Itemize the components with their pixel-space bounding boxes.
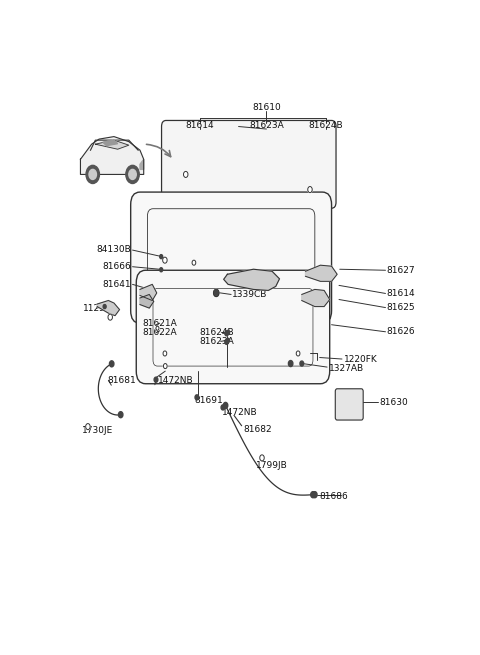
Text: 81614: 81614 bbox=[386, 289, 415, 298]
FancyBboxPatch shape bbox=[335, 389, 363, 420]
Circle shape bbox=[154, 377, 158, 383]
Text: 81625: 81625 bbox=[386, 303, 415, 312]
Circle shape bbox=[300, 361, 304, 366]
Text: 81682: 81682 bbox=[243, 424, 272, 434]
Text: 81621A: 81621A bbox=[143, 319, 177, 328]
Text: 81686: 81686 bbox=[320, 492, 348, 500]
Text: 81626: 81626 bbox=[386, 328, 415, 336]
Circle shape bbox=[86, 165, 99, 183]
Circle shape bbox=[163, 257, 167, 263]
Text: 1220FK: 1220FK bbox=[344, 354, 377, 364]
Text: 1799JB: 1799JB bbox=[256, 461, 288, 470]
Circle shape bbox=[129, 170, 136, 179]
Polygon shape bbox=[140, 295, 154, 308]
Text: 84130B: 84130B bbox=[96, 244, 132, 253]
Circle shape bbox=[85, 424, 90, 430]
Circle shape bbox=[103, 305, 106, 309]
Text: 81624B: 81624B bbox=[200, 328, 234, 337]
Circle shape bbox=[126, 165, 139, 183]
FancyBboxPatch shape bbox=[136, 271, 330, 384]
Text: 81681: 81681 bbox=[108, 376, 136, 384]
Circle shape bbox=[312, 492, 317, 498]
Circle shape bbox=[311, 492, 315, 498]
Polygon shape bbox=[224, 269, 279, 290]
Polygon shape bbox=[103, 140, 118, 145]
Text: 81622A: 81622A bbox=[143, 328, 177, 337]
Circle shape bbox=[223, 402, 228, 409]
Circle shape bbox=[163, 351, 167, 356]
Text: 1730JE: 1730JE bbox=[82, 426, 113, 435]
Circle shape bbox=[214, 290, 219, 297]
Circle shape bbox=[227, 339, 229, 343]
Circle shape bbox=[160, 255, 163, 259]
Text: 81624B: 81624B bbox=[309, 121, 343, 130]
Polygon shape bbox=[140, 159, 144, 170]
Circle shape bbox=[156, 326, 159, 330]
Circle shape bbox=[195, 395, 199, 400]
Polygon shape bbox=[81, 137, 144, 174]
Circle shape bbox=[225, 339, 228, 345]
Text: 1472NB: 1472NB bbox=[157, 376, 193, 384]
Circle shape bbox=[108, 314, 112, 320]
Polygon shape bbox=[302, 290, 330, 307]
Circle shape bbox=[119, 411, 123, 418]
Circle shape bbox=[109, 361, 114, 367]
Text: 81641: 81641 bbox=[103, 280, 132, 289]
Circle shape bbox=[215, 290, 218, 295]
Text: 1327AB: 1327AB bbox=[329, 364, 364, 373]
Circle shape bbox=[296, 351, 300, 356]
Text: 81691: 81691 bbox=[195, 396, 223, 405]
Polygon shape bbox=[96, 140, 129, 149]
Polygon shape bbox=[305, 265, 337, 282]
FancyBboxPatch shape bbox=[162, 121, 336, 208]
Circle shape bbox=[183, 172, 188, 178]
Text: 81623A: 81623A bbox=[200, 337, 234, 346]
FancyBboxPatch shape bbox=[131, 192, 332, 323]
Circle shape bbox=[163, 364, 167, 369]
Circle shape bbox=[89, 170, 96, 179]
Text: 1125KB: 1125KB bbox=[84, 303, 118, 312]
Circle shape bbox=[227, 330, 229, 334]
Circle shape bbox=[308, 187, 312, 193]
Circle shape bbox=[192, 260, 196, 265]
Polygon shape bbox=[140, 284, 156, 301]
Circle shape bbox=[288, 360, 293, 367]
Text: 81666: 81666 bbox=[103, 262, 132, 271]
Text: 81627: 81627 bbox=[386, 266, 415, 274]
Text: 81623A: 81623A bbox=[249, 121, 284, 130]
Circle shape bbox=[214, 290, 219, 297]
Text: 1472NB: 1472NB bbox=[222, 409, 257, 417]
Text: 81610: 81610 bbox=[252, 103, 281, 113]
Circle shape bbox=[225, 331, 228, 336]
Circle shape bbox=[160, 268, 163, 272]
Circle shape bbox=[221, 405, 225, 410]
Circle shape bbox=[260, 455, 264, 461]
Polygon shape bbox=[97, 301, 120, 316]
Text: 1339CB: 1339CB bbox=[232, 290, 267, 299]
Text: 81630: 81630 bbox=[379, 398, 408, 407]
Text: 81614: 81614 bbox=[185, 121, 214, 130]
